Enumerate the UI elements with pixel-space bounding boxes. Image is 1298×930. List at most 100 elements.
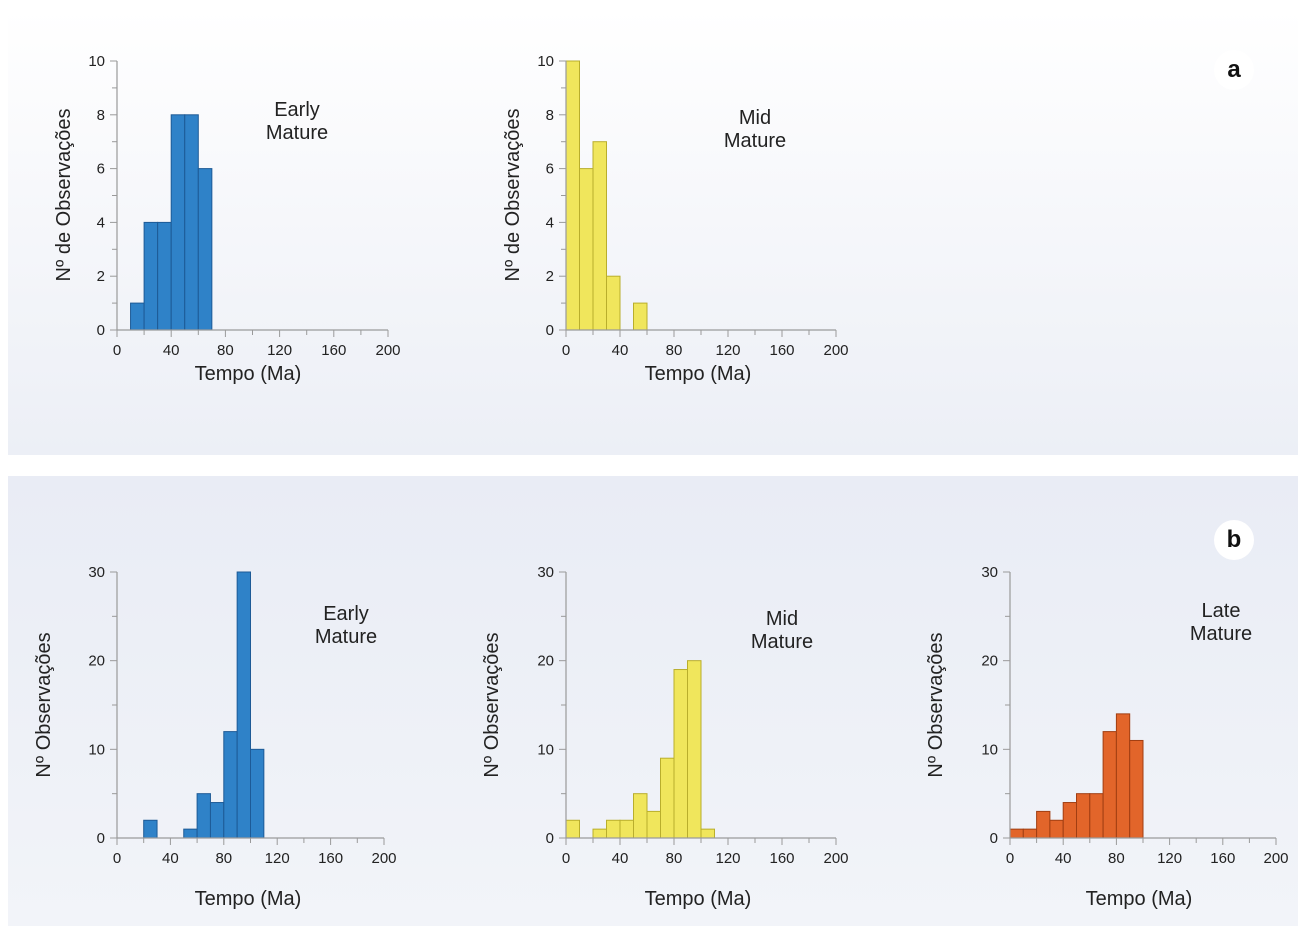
y-tick-label: 4	[97, 214, 105, 231]
y-tick-label: 30	[981, 564, 998, 581]
histogram-bar	[1115, 713, 1131, 839]
x-axis-title: Tempo (Ma)	[1086, 888, 1193, 910]
histogram-bar	[1049, 819, 1064, 839]
x-tick-label: 200	[823, 342, 848, 359]
series-annotation: Mid	[766, 608, 798, 630]
histogram-bar	[196, 793, 211, 839]
x-tick-label: 80	[666, 850, 683, 867]
y-tick-label: 20	[537, 653, 554, 670]
x-tick-label: 120	[715, 850, 740, 867]
y-tick-label: 30	[537, 564, 554, 581]
histogram-chart-4: 0 40 80 120 160 200 0 10 20 30 Tempo (Ma) Nº Observ…	[481, 564, 849, 910]
histogram-chart-1: 0 40 80 120 160 200 0 2 4 6 8 10 Tempo (Ma) Nº de Obs…	[53, 53, 401, 385]
series-annotation: Early	[274, 99, 320, 121]
histogram-bar	[673, 669, 688, 839]
y-tick-label: 10	[88, 741, 105, 758]
histogram-bar	[223, 731, 238, 839]
x-tick-label: 160	[769, 850, 794, 867]
y-tick-label: 0	[990, 830, 998, 847]
histogram-bar	[565, 819, 580, 839]
y-tick-label: 30	[88, 564, 105, 581]
series-annotation: Mature	[1190, 623, 1252, 645]
y-tick-label: 8	[97, 107, 105, 124]
series-annotation: Early	[323, 603, 369, 625]
x-tick-label: 0	[113, 342, 121, 359]
series-annotation: Mid	[739, 107, 771, 129]
x-tick-label: 0	[562, 342, 570, 359]
y-tick-label: 2	[97, 268, 105, 285]
histogram-bar	[646, 810, 661, 839]
series-annotation: Mature	[751, 631, 813, 653]
histogram-bar	[687, 660, 702, 839]
y-tick-label: 0	[97, 830, 105, 847]
histogram-bar	[1036, 810, 1051, 839]
y-tick-label: 0	[97, 322, 105, 339]
histogram-bar	[157, 221, 172, 331]
x-tick-label: 40	[612, 342, 629, 359]
x-tick-label: 200	[823, 850, 848, 867]
x-tick-label: 160	[321, 342, 346, 359]
histogram-bar	[197, 168, 213, 331]
histogram-bar	[660, 757, 675, 839]
x-tick-label: 160	[769, 342, 794, 359]
x-tick-label: 80	[217, 342, 234, 359]
x-tick-label: 160	[318, 850, 343, 867]
x-tick-label: 120	[267, 342, 292, 359]
x-axis-title: Tempo (Ma)	[645, 363, 752, 385]
series-annotation: Mature	[315, 626, 377, 648]
x-tick-label: 80	[215, 850, 232, 867]
x-tick-label: 120	[715, 342, 740, 359]
x-axis-title: Tempo (Ma)	[195, 888, 302, 910]
y-tick-label: 0	[546, 322, 554, 339]
histogram-bar	[1022, 828, 1038, 839]
histogram-bar	[1062, 802, 1077, 839]
histogram-bar	[143, 221, 159, 331]
histogram-bar	[579, 168, 594, 331]
histogram-bar	[592, 141, 607, 331]
y-tick-label: 10	[981, 741, 998, 758]
histogram-bar	[592, 828, 607, 839]
x-tick-label: 40	[1055, 850, 1072, 867]
y-tick-label: 4	[546, 214, 554, 231]
histogram-bar	[236, 571, 251, 839]
x-tick-label: 200	[1263, 850, 1288, 867]
x-tick-label: 40	[163, 342, 180, 359]
y-axis-title: Nº Observações	[33, 632, 55, 777]
x-tick-label: 200	[375, 342, 400, 359]
x-tick-label: 120	[265, 850, 290, 867]
y-tick-label: 8	[546, 107, 554, 124]
histogram-bar	[170, 114, 186, 331]
x-tick-label: 40	[612, 850, 629, 867]
x-axis-title: Tempo (Ma)	[195, 363, 302, 385]
x-tick-label: 0	[562, 850, 570, 867]
histogram-bar	[700, 828, 715, 839]
y-axis-title: Nº Observações	[925, 632, 947, 777]
histogram-bar	[143, 819, 158, 839]
x-tick-label: 0	[1006, 850, 1014, 867]
panel-b: b	[8, 476, 1298, 926]
panel-label-b: b	[1214, 520, 1254, 560]
histogram-chart-5: 0 40 80 120 160 200 0 10 20 30 Tempo (Ma) Nº Observ…	[925, 564, 1289, 910]
x-tick-label: 40	[162, 850, 179, 867]
panel-a: a	[8, 10, 1298, 455]
histogram-bar	[1102, 731, 1117, 839]
histogram-bar	[606, 275, 621, 331]
histogram-bar	[633, 793, 648, 839]
y-tick-label: 20	[88, 653, 105, 670]
x-tick-label: 120	[1157, 850, 1182, 867]
y-tick-label: 20	[981, 653, 998, 670]
series-annotation: Late	[1202, 600, 1241, 622]
y-tick-label: 6	[97, 161, 105, 178]
panel-label-a: a	[1214, 50, 1254, 90]
histogram-chart-2: 0 40 80 120 160 200 0 2 4 6 8 10 Tempo (Ma) Nº de Obs…	[502, 53, 849, 385]
x-tick-label: 0	[113, 850, 121, 867]
x-tick-label: 200	[371, 850, 396, 867]
y-axis-title: Nº de Observações	[502, 109, 524, 282]
x-tick-label: 80	[666, 342, 683, 359]
x-tick-label: 80	[1108, 850, 1125, 867]
histogram-bar	[250, 748, 265, 839]
y-tick-label: 10	[537, 53, 554, 70]
series-annotation: Mature	[266, 122, 328, 144]
x-tick-label: 160	[1210, 850, 1235, 867]
